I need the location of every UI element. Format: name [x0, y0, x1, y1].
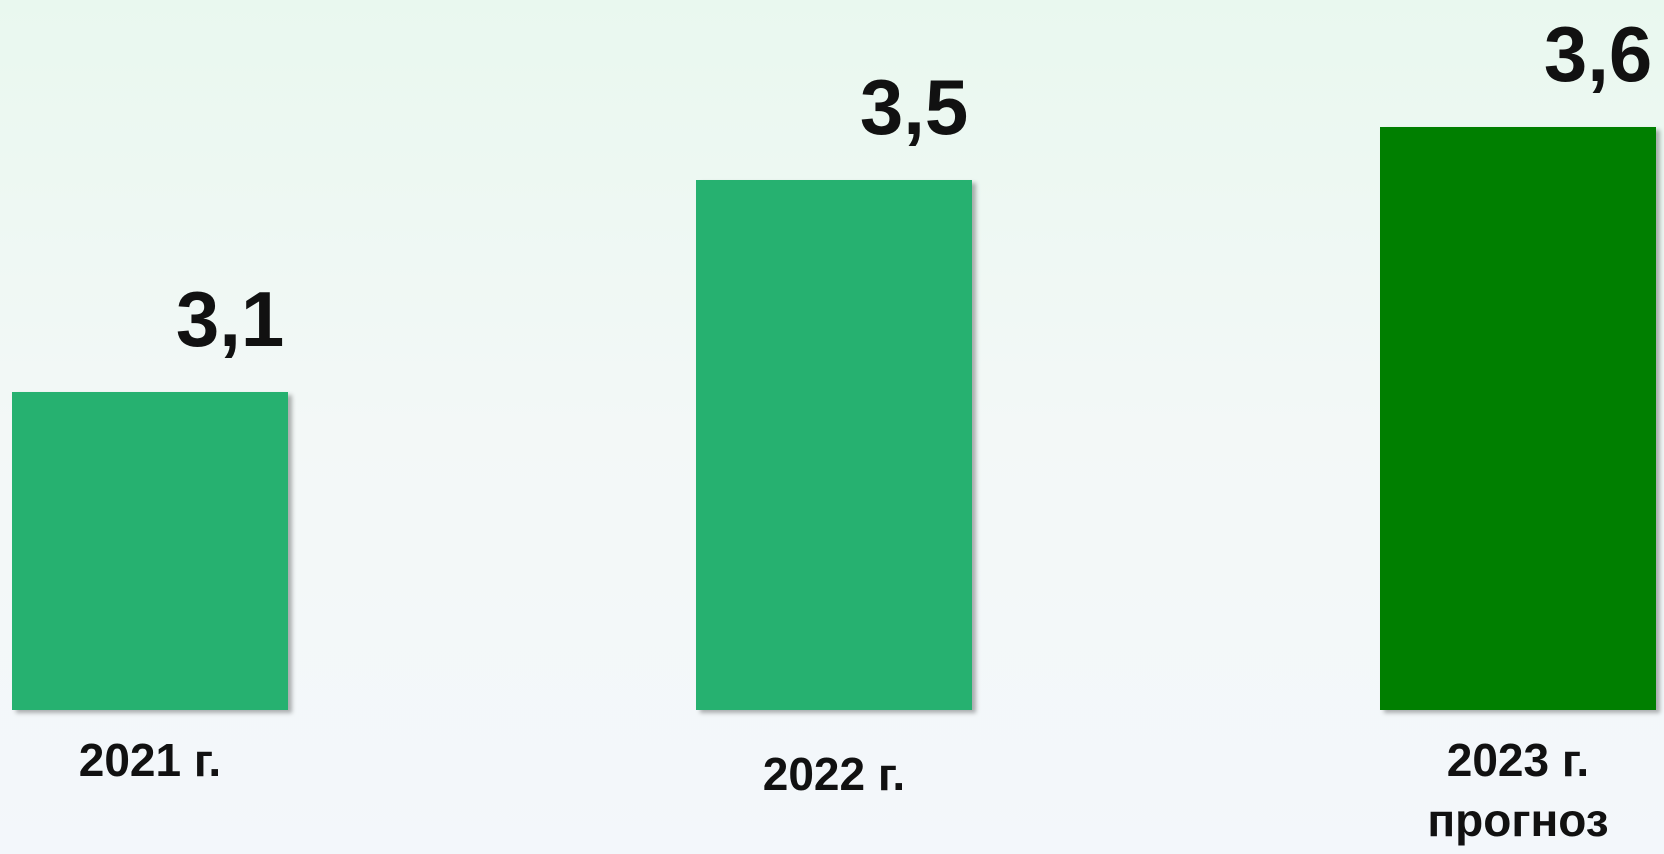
bar — [696, 180, 972, 710]
bar — [12, 392, 288, 710]
value-label: 3,5 — [860, 63, 968, 151]
bar — [1380, 127, 1656, 710]
x-tick-label: 2021 г. — [78, 734, 222, 786]
value-label: 3,6 — [1544, 10, 1652, 98]
x-tick-label: 2022 г. — [762, 748, 906, 800]
x-tick-label: 2023 г. прогноз — [1427, 734, 1609, 846]
value-label: 3,1 — [176, 275, 284, 363]
